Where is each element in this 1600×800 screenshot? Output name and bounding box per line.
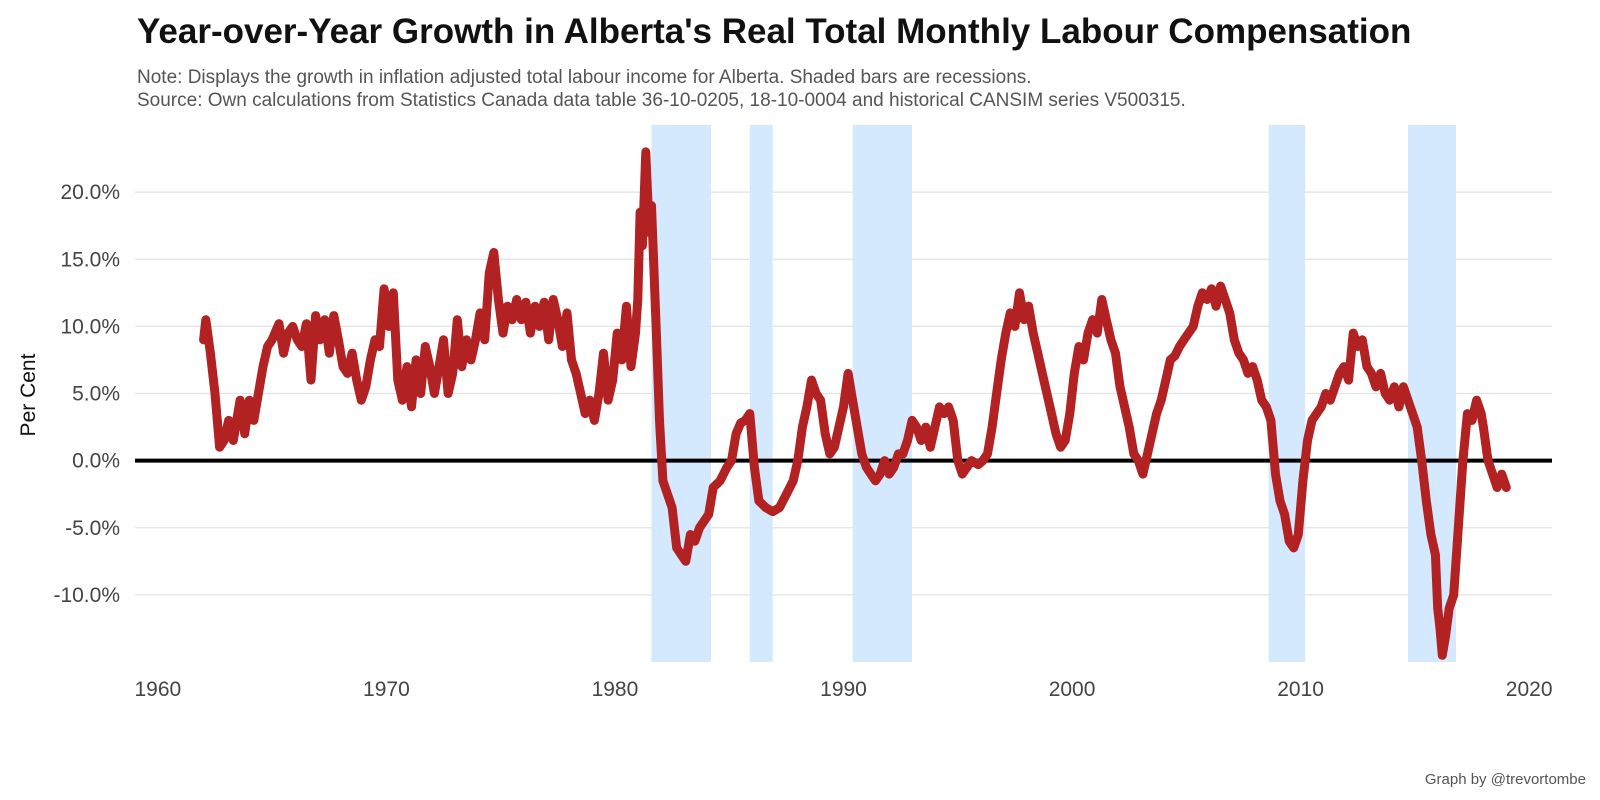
y-tick-label: -10.0% xyxy=(53,584,120,607)
chart-title: Year-over-Year Growth in Alberta's Real … xyxy=(137,12,1412,51)
y-axis-label: Per Cent xyxy=(17,353,40,436)
recession-band xyxy=(1268,125,1306,662)
y-tick-label: 5.0% xyxy=(72,383,120,406)
recession-band xyxy=(852,125,913,662)
recession-band xyxy=(1408,125,1457,662)
y-tick-label: 0.0% xyxy=(72,450,120,473)
x-tick-label: 1970 xyxy=(363,678,410,701)
y-tick-labels: -10.0% -5.0% 0.0% 5.0% 10.0% 15.0% 20.0% xyxy=(53,181,120,607)
y-tick-label: 20.0% xyxy=(60,181,120,204)
x-tick-label: 1960 xyxy=(134,678,181,701)
recession-band xyxy=(749,125,773,662)
subtitle-source: Source: Own calculations from Statistics… xyxy=(137,90,1186,111)
x-tick-label: 2020 xyxy=(1506,678,1553,701)
subtitle-note: Note: Displays the growth in inflation a… xyxy=(137,67,1032,88)
chart-caption: Graph by @trevortombe xyxy=(1424,771,1586,788)
y-tick-label: -5.0% xyxy=(65,517,120,540)
x-tick-label: 1990 xyxy=(820,678,867,701)
series-group xyxy=(199,147,1511,660)
y-tick-label: 10.0% xyxy=(60,315,120,338)
x-tick-label: 1980 xyxy=(592,678,639,701)
x-tick-label: 2000 xyxy=(1049,678,1096,701)
y-tick-label: 15.0% xyxy=(60,248,120,271)
chart-subtitle: Note: Displays the growth in inflation a… xyxy=(137,66,1186,112)
x-tick-labels: 1960 1970 1980 1990 2000 2010 2020 xyxy=(134,678,1552,701)
series-line xyxy=(199,147,1511,660)
x-tick-label: 2010 xyxy=(1277,678,1324,701)
